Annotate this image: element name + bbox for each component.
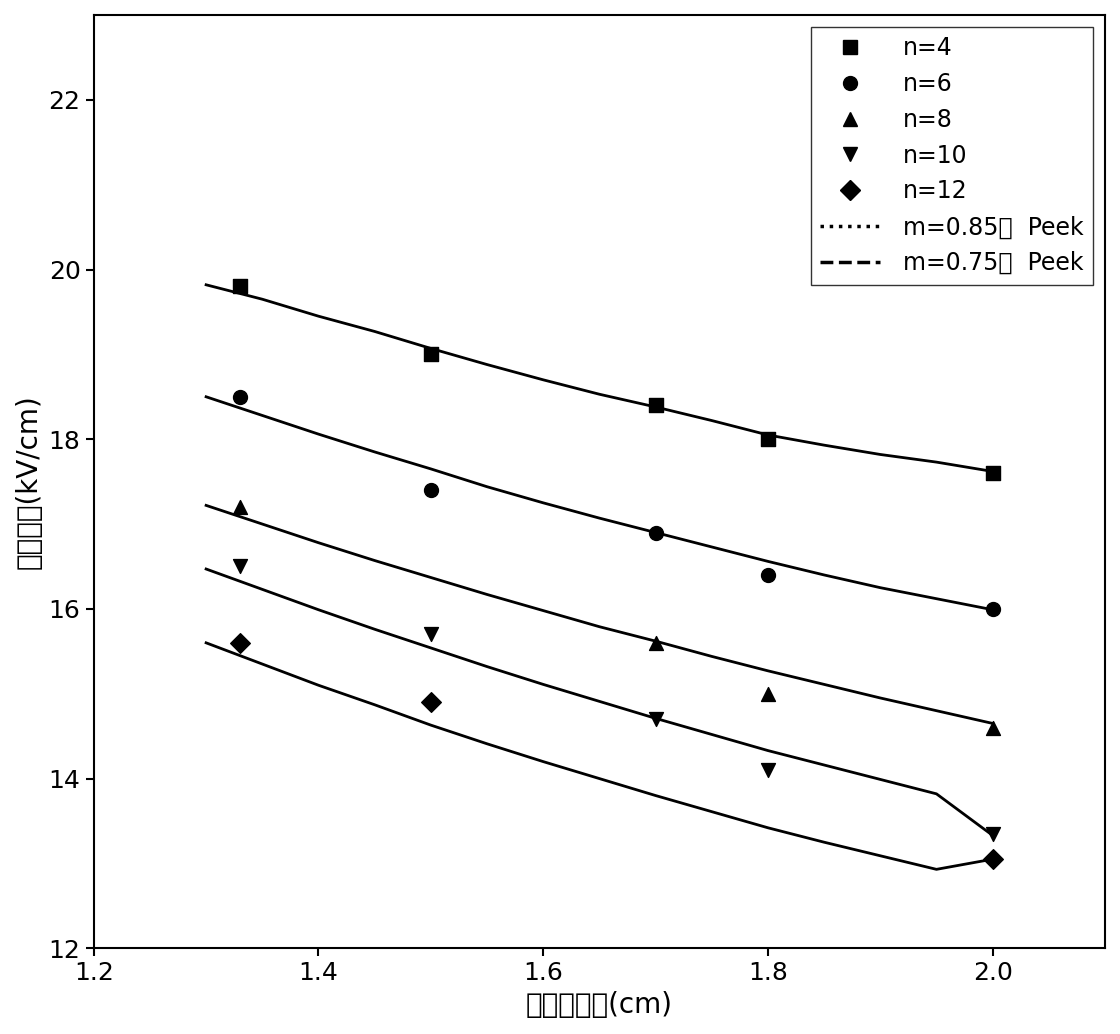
Point (983, 720, 1001, 736)
Point (983, 465, 1001, 482)
Point (422, 346, 440, 363)
Point (646, 635, 664, 651)
Point (231, 635, 249, 651)
Point (422, 694, 440, 710)
Point (422, 626, 440, 642)
Point (983, 601, 1001, 617)
Point (759, 686, 777, 702)
Point (983, 825, 1001, 842)
Legend: n=4, n=6, n=8, n=10, n=12, m=0.85，  Peek, m=0.75，  Peek: n=4, n=6, n=8, n=10, n=12, m=0.85， Peek,… (811, 27, 1093, 284)
Point (759, 762, 777, 779)
Point (646, 397, 664, 414)
Point (759, 567, 777, 583)
X-axis label: 子导线半径(cm): 子导线半径(cm) (526, 991, 673, 1018)
Point (983, 851, 1001, 868)
Point (646, 524, 664, 541)
Point (231, 498, 249, 515)
Point (759, 431, 777, 448)
Point (231, 389, 249, 405)
Y-axis label: 起晕场强(kV/cm): 起晕场强(kV/cm) (15, 394, 43, 569)
Point (646, 711, 664, 728)
Point (231, 558, 249, 575)
Point (422, 482, 440, 498)
Point (231, 278, 249, 295)
